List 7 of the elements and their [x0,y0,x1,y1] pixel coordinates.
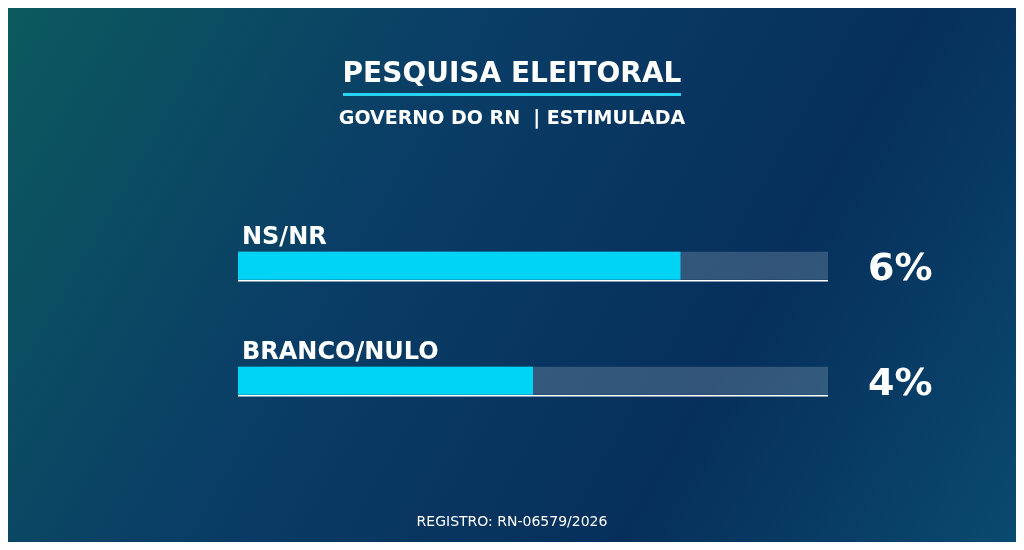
y-tick-label: NS/NR [242,221,327,250]
text: REGISTRO: RN-06579/2026 [415,513,609,529]
chart-subtitle: GOVERNO DO RN | ESTIMULADA [337,106,687,128]
y-tick-label: BRANCO/NULO [242,336,439,365]
data-label: 4% [868,359,933,404]
data-label: 6% [868,244,933,289]
chart-title: PESQUISA ELEITORAL [342,56,682,96]
